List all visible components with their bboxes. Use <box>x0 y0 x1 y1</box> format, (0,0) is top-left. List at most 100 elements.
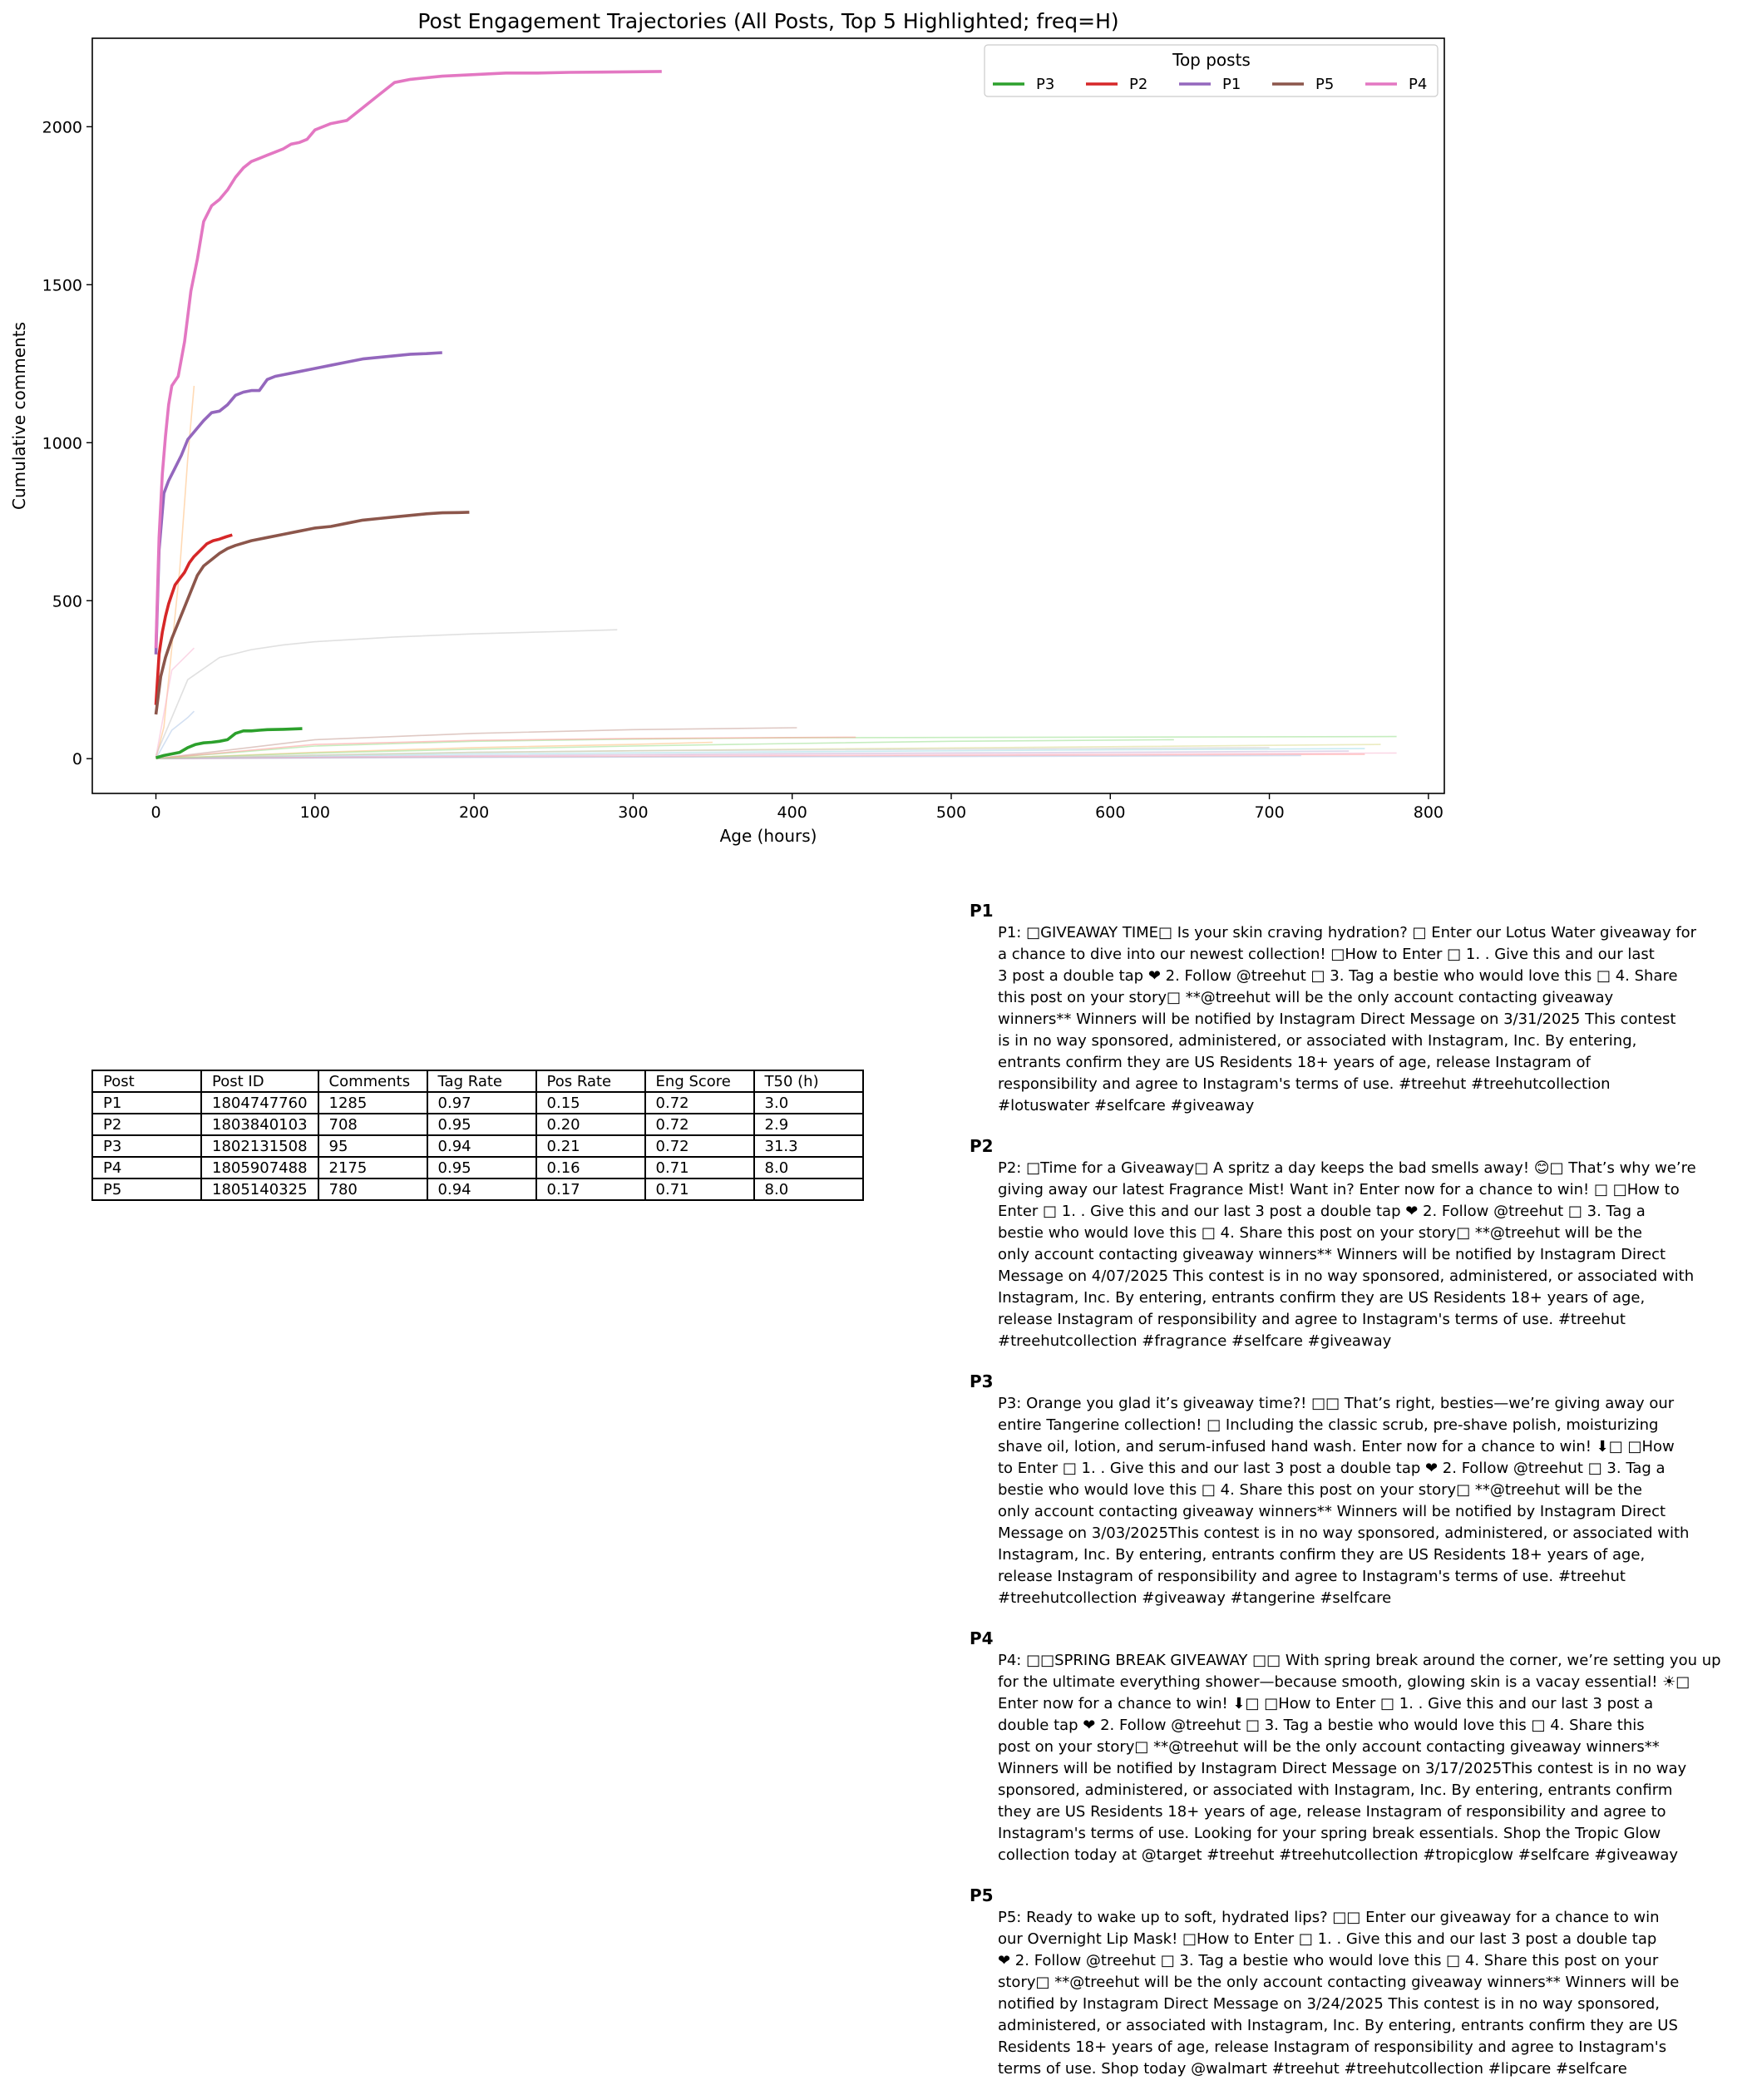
legend-label-p2: P2 <box>1129 76 1147 93</box>
x-tick-label: 400 <box>777 803 807 822</box>
x-axis-label: Age (hours) <box>720 826 817 846</box>
legend-title: Top posts <box>1172 50 1251 70</box>
table-cell: 0.72 <box>644 1113 755 1136</box>
legend-label-p4: P4 <box>1409 76 1427 93</box>
table-header-row: Post Post ID Comments Tag Rate Pos Rate Eng S… <box>91 1070 864 1093</box>
background-post-line <box>155 747 1270 759</box>
caption-block: P2 P2: □Time for a Giveaway□ A spritz a d… <box>970 1135 1743 1352</box>
caption-text: P2: □Time for a Giveaway□ A spritz a day… <box>998 1159 1696 1350</box>
series-line-p4 <box>154 70 662 649</box>
table-cell: 31.3 <box>753 1134 864 1158</box>
table-cell: 1805907488 <box>200 1156 319 1179</box>
background-post-line <box>155 647 195 758</box>
background-post-line <box>155 748 1365 759</box>
table-cell: P2 <box>91 1113 202 1136</box>
table-cell: 0.72 <box>644 1134 755 1158</box>
table-cell: 2.9 <box>753 1113 864 1136</box>
table-cell: 2175 <box>317 1156 428 1179</box>
table-cell: 0.94 <box>426 1178 537 1201</box>
table-row: P4 1805907488 2175 0.95 0.16 0.71 8.0 <box>91 1156 864 1179</box>
table-cell: 8.0 <box>753 1178 864 1201</box>
legend: Top posts P3 P2 P1 P5 P4 <box>984 44 1439 97</box>
caption-heading: P5 <box>970 1885 994 1905</box>
x-tick-label: 100 <box>300 803 330 822</box>
table-cell: 1805140325 <box>200 1178 319 1201</box>
x-tick-label: 800 <box>1414 803 1443 822</box>
table-header-cell: Post ID <box>200 1070 319 1093</box>
table-row: P3 1802131508 95 0.94 0.21 0.72 31.3 <box>91 1134 864 1158</box>
chart-title: Post Engagement Trajectories (All Posts,… <box>417 9 1118 33</box>
background-post-line <box>155 739 1174 759</box>
table-row: P1 1804747760 1285 0.97 0.15 0.72 3.0 <box>91 1091 864 1114</box>
table-row: P2 1803840103 708 0.95 0.20 0.72 2.9 <box>91 1113 864 1136</box>
table-cell: P4 <box>91 1156 202 1179</box>
table-cell: 1803840103 <box>200 1113 319 1136</box>
y-tick-label: 500 <box>52 592 82 610</box>
plot-area <box>154 70 1397 760</box>
legend-label-p1: P1 <box>1222 76 1241 93</box>
caption-heading: P3 <box>970 1371 994 1391</box>
caption-text: P1: □GIVEAWAY TIME□ Is your skin craving… <box>998 924 1697 1114</box>
table-cell: P5 <box>91 1178 202 1201</box>
background-post-line <box>155 754 1301 760</box>
caption-block: P3 P3: Orange you glad it’s giveaway time… <box>970 1371 1743 1609</box>
table-cell: 95 <box>317 1134 428 1158</box>
x-tick-label: 300 <box>618 803 648 822</box>
y-tick-label: 2000 <box>42 118 82 136</box>
caption-text: P5: Ready to wake up to soft, hydrated l… <box>998 1909 1680 2078</box>
table-cell: 0.94 <box>426 1134 537 1158</box>
x-tick-label: 200 <box>459 803 489 822</box>
series-line-p3 <box>155 727 303 759</box>
table-cell: 0.72 <box>644 1091 755 1114</box>
caption-block: P5 P5: Ready to wake up to soft, hydrated… <box>970 1885 1743 2080</box>
caption-heading: P1 <box>970 901 994 921</box>
table-cell: 0.71 <box>644 1156 755 1179</box>
table-header-cell: Post <box>91 1070 202 1093</box>
table-cell: 0.15 <box>535 1091 646 1114</box>
table-cell: 780 <box>317 1178 428 1201</box>
legend-label-p5: P5 <box>1315 76 1334 93</box>
table-cell: 1804747760 <box>200 1091 319 1114</box>
top-posts-table: Post Post ID Comments Tag Rate Pos Rate Eng S… <box>91 1070 864 1201</box>
background-post-line <box>155 736 856 759</box>
y-tick-label: 1000 <box>42 434 82 452</box>
background-post-line <box>155 629 618 756</box>
table-header-cell: Pos Rate <box>535 1070 646 1093</box>
table-cell: 708 <box>317 1113 428 1136</box>
axis-ticks: 0 100 200 300 400 500 600 700 800 0 500 1000 1500 200… <box>42 118 1443 822</box>
table-header-cell: T50 (h) <box>753 1070 864 1093</box>
y-tick-label: 0 <box>72 750 82 768</box>
table-row: P5 1805140325 780 0.94 0.17 0.71 8.0 <box>91 1178 864 1201</box>
table-cell: 0.20 <box>535 1113 646 1136</box>
table-header-cell: Tag Rate <box>426 1070 537 1093</box>
table-header-cell: Eng Score <box>644 1070 755 1093</box>
caption-heading: P2 <box>970 1136 994 1156</box>
table-cell: 0.17 <box>535 1178 646 1201</box>
legend-label-p3: P3 <box>1036 76 1054 93</box>
table-cell: P3 <box>91 1134 202 1158</box>
table-cell: 0.95 <box>426 1113 537 1136</box>
table-cell: 1285 <box>317 1091 428 1114</box>
table-cell: 3.0 <box>753 1091 864 1114</box>
caption-text: P4: □□SPRING BREAK GIVEAWAY □□ With spri… <box>998 1652 1721 1864</box>
engagement-chart: Post Engagement Trajectories (All Posts,… <box>9 9 1445 846</box>
series-line-p5 <box>154 511 470 715</box>
table-cell: 0.16 <box>535 1156 646 1179</box>
x-tick-label: 600 <box>1095 803 1125 822</box>
y-axis-label: Cumulative comments <box>9 322 29 510</box>
x-tick-label: 500 <box>936 803 966 822</box>
series-line-p1 <box>154 351 442 655</box>
background-post-line <box>155 385 195 759</box>
table-cell: 0.71 <box>644 1178 755 1201</box>
caption-heading: P4 <box>970 1628 994 1648</box>
series-line-p2 <box>154 533 233 705</box>
table-cell: 8.0 <box>753 1156 864 1179</box>
x-tick-label: 0 <box>151 803 160 822</box>
plot-frame <box>91 37 1445 794</box>
table-cell: P1 <box>91 1091 202 1114</box>
post-captions: P1 P1: □GIVEAWAY TIME□ Is your skin cravi… <box>970 900 1743 2098</box>
table-header-cell: Comments <box>317 1070 428 1093</box>
table-cell: 1802131508 <box>200 1134 319 1158</box>
table-cell: 0.95 <box>426 1156 537 1179</box>
background-post-line <box>155 735 1397 759</box>
